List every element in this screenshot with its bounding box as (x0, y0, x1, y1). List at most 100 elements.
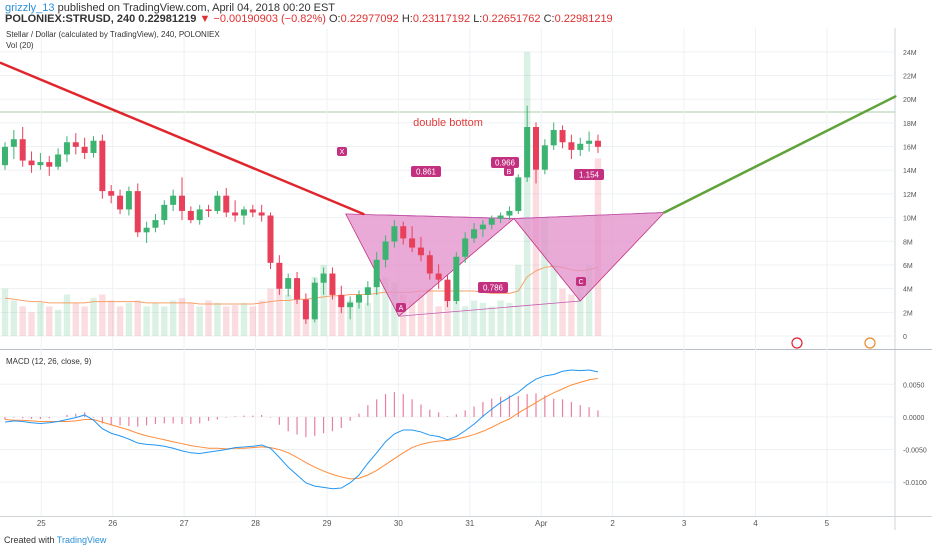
candle-body (391, 226, 398, 242)
volume-bar (364, 302, 372, 336)
volume-bar (506, 302, 513, 336)
publish-info: grizzly_13 published on TradingView.com,… (5, 2, 335, 14)
volume-bar (231, 305, 239, 336)
volume-bar (223, 306, 230, 336)
high-value: 0.23117192 (412, 13, 471, 25)
candle-body (99, 140, 106, 192)
candle-body (462, 238, 469, 257)
time-axis-tick: 27 (180, 519, 189, 528)
dividend-icon[interactable] (864, 337, 876, 349)
candle-body (409, 238, 416, 248)
candle-body (311, 282, 318, 320)
time-axis-tick: 26 (108, 519, 117, 528)
candle-body (320, 273, 327, 283)
volume-axis-tick: 4M (903, 287, 913, 294)
candle-body (364, 287, 371, 295)
volume-bar (187, 302, 195, 336)
event-icons[interactable] (791, 337, 876, 349)
volume-bar (408, 300, 416, 336)
volume-bar (90, 298, 97, 336)
candle-body (249, 209, 256, 213)
macd-axis-tick: -0.0100 (903, 480, 927, 487)
candle-body (400, 226, 407, 239)
us-flag-icon[interactable] (791, 337, 803, 349)
volume-bar (462, 306, 469, 336)
volume-axis-tick: 0 (903, 334, 907, 341)
candle-body (550, 130, 557, 146)
candle-body (533, 127, 539, 170)
candle-body (586, 140, 593, 144)
volume-bar (293, 282, 301, 336)
candle-body (108, 191, 115, 196)
volume-bar (417, 294, 425, 336)
volume-legend: Vol (20) (6, 41, 34, 50)
candle-body (258, 212, 265, 216)
point-a-label: A (399, 305, 404, 312)
volume-bar (63, 294, 71, 336)
volume-bar (559, 288, 566, 336)
downtrend-line[interactable] (0, 61, 365, 216)
candle-body (267, 215, 274, 263)
pattern-line-bd (513, 212, 665, 219)
volume-bar (391, 282, 398, 336)
volume-bar (1, 288, 9, 336)
volume-bar (568, 294, 575, 336)
created-with-text: Created with (4, 535, 55, 545)
low-label: L: (473, 13, 483, 25)
candle-body (338, 294, 345, 308)
point-b-badge (504, 167, 514, 176)
volume-bar (488, 306, 495, 336)
candle-body (302, 299, 309, 320)
volume-bar (152, 302, 159, 336)
volume-bar (426, 288, 433, 336)
volume-axis-tick: 12M (903, 192, 917, 199)
volume-bar (99, 294, 106, 336)
author-link[interactable]: grizzly_13 (5, 2, 55, 14)
volume-axis-tick: 6M (903, 263, 913, 270)
volume-bar (382, 276, 389, 336)
volume-bar (285, 294, 292, 336)
volume-bar (205, 300, 212, 336)
candle-body (187, 210, 194, 221)
volume-bar (400, 294, 407, 336)
tradingview-brand[interactable]: TradingView (56, 535, 107, 545)
time-axis-tick: 30 (394, 519, 403, 528)
uptrend-line[interactable] (663, 95, 897, 214)
publish-text: published on TradingView.com, April 04, … (57, 2, 336, 14)
point-c-label: C (578, 279, 583, 286)
candle-body (223, 195, 230, 213)
close-label: C: (543, 13, 555, 25)
volume-bar (54, 309, 62, 336)
candle-body (559, 130, 566, 143)
candles (2, 105, 601, 324)
candle-body (19, 139, 26, 161)
ratio-ac-badge (478, 282, 508, 293)
volume-bar (46, 306, 53, 336)
last-price: 0.22981219 (138, 13, 197, 25)
volume-axis-tick: 10M (903, 216, 917, 223)
candle-body (356, 294, 362, 303)
candle-body (276, 262, 283, 289)
volume-bar (240, 302, 248, 336)
volume-axis-tick: 8M (903, 239, 913, 246)
volume-bar (108, 300, 115, 336)
volume-bar (444, 300, 451, 336)
candle-body (515, 177, 522, 211)
candle-body (152, 220, 159, 228)
time-axis-tick: 2 (610, 519, 615, 528)
ratio-xb-badge (411, 166, 441, 177)
open-label: O: (329, 13, 341, 25)
volume-bar (585, 264, 593, 336)
signal-line (4, 377, 599, 480)
time-axis-tick: 28 (251, 519, 260, 528)
candle-body (373, 259, 380, 288)
candle-body (506, 210, 513, 216)
volume-bar (258, 300, 265, 336)
time-axis-tick: 3 (682, 519, 687, 528)
pattern-line-xb (345, 213, 514, 219)
volume-axis-tick: 16M (903, 145, 917, 152)
ratio-b-label: 0.966 (495, 159, 516, 168)
volume-bar (134, 300, 141, 336)
candle-body (329, 273, 336, 295)
